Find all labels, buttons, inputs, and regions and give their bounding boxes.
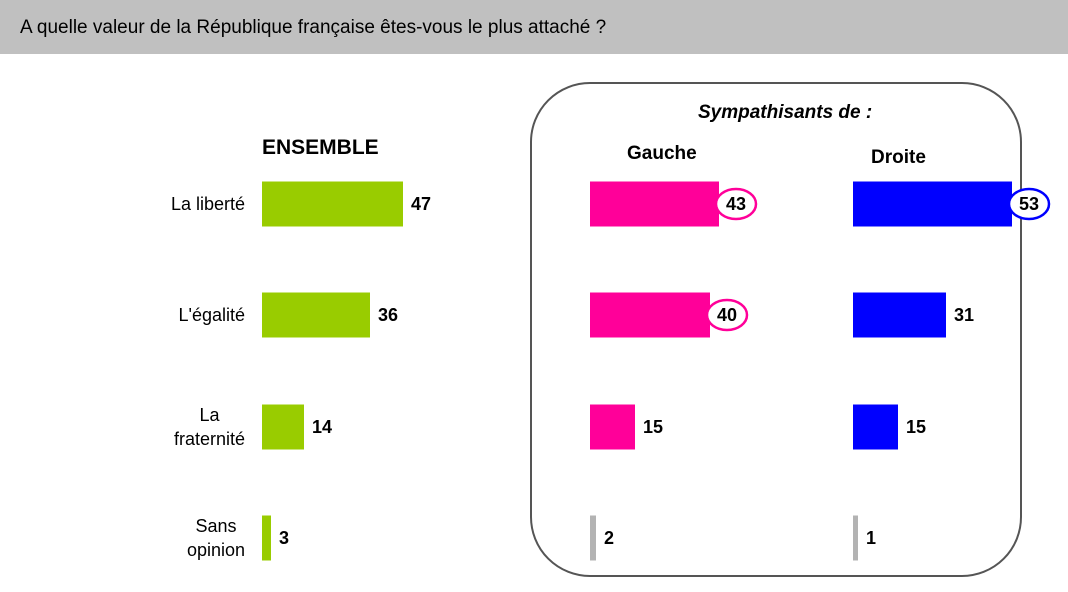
bar-ensemble-0 xyxy=(262,181,403,227)
value-label-gauche-1: 40 xyxy=(717,305,737,325)
value-label-ensemble-0: 47 xyxy=(411,194,431,214)
value-circle-gauche-1 xyxy=(705,298,749,332)
value-label-gauche-2: 15 xyxy=(643,417,663,437)
bar-droite-2 xyxy=(853,404,898,450)
bar-gauche-0 xyxy=(590,181,719,227)
value-label-gauche-3: 2 xyxy=(604,528,614,548)
value-label-ensemble-2: 14 xyxy=(312,417,332,437)
bar-ensemble-3 xyxy=(262,515,271,561)
title-bar: A quelle valeur de la République françai… xyxy=(0,0,1068,54)
category-label-liberte: La liberté xyxy=(170,194,245,214)
bar-gauche-2 xyxy=(590,404,635,450)
category-label-sans-opinion: Sans opinion xyxy=(186,516,245,560)
subgroup-frame xyxy=(530,82,1022,577)
bar-droite-0 xyxy=(853,181,1012,227)
panel-title-droite: Droite xyxy=(871,147,926,168)
value-circle-gauche-0 xyxy=(714,187,758,221)
value-label-droite-0: 53 xyxy=(1019,194,1039,214)
bar-droite-1 xyxy=(853,292,946,338)
category-label-egalite: L'égalité xyxy=(178,305,246,325)
value-label-droite-1: 31 xyxy=(954,305,974,325)
bar-ensemble-2 xyxy=(262,404,304,450)
value-circle-droite-0 xyxy=(1007,187,1051,221)
value-label-ensemble-1: 36 xyxy=(378,305,398,325)
bar-gauche-3 xyxy=(590,515,596,561)
bar-gauche-1 xyxy=(590,292,710,338)
value-label-droite-3: 1 xyxy=(866,528,876,548)
bar-droite-3 xyxy=(853,515,858,561)
panel-title-gauche: Gauche xyxy=(627,143,697,164)
panel-title-ensemble: ENSEMBLE xyxy=(262,136,379,159)
category-label-fraternite: La fraternité xyxy=(173,405,245,449)
subgroup-title: Sympathisants de : xyxy=(698,102,873,123)
value-label-ensemble-3: 3 xyxy=(279,528,289,548)
bar-ensemble-1 xyxy=(262,292,370,338)
value-label-gauche-0: 43 xyxy=(726,194,746,214)
chart-title: A quelle valeur de la République françai… xyxy=(20,17,607,38)
value-label-droite-2: 15 xyxy=(906,417,926,437)
